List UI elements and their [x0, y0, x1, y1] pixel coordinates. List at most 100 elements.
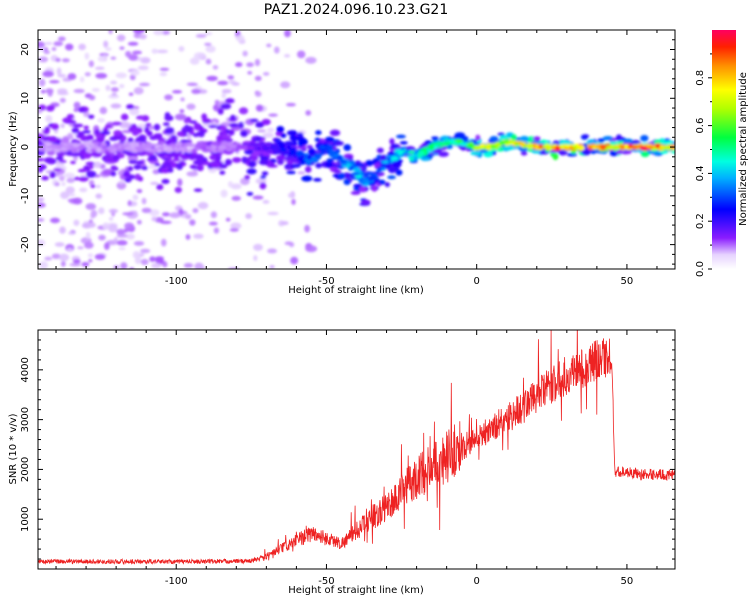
spectral-band-blob	[71, 127, 80, 134]
spectral-band-blob	[156, 184, 164, 191]
spectral-core-blob	[165, 148, 173, 153]
spectral-noise-blob	[94, 253, 106, 260]
spectral-noise-blob	[284, 241, 293, 246]
spectral-band-blob	[166, 151, 176, 158]
spectral-noise-blob	[132, 194, 139, 201]
spectral-band-blob	[153, 123, 161, 131]
spectral-band-blob	[590, 149, 597, 155]
spectrogram-x-ticks: -100 -50 0 50	[55, 30, 658, 287]
spectral-band-blob	[219, 125, 227, 131]
spectral-band-blob	[238, 121, 244, 129]
spectral-band-blob	[276, 125, 285, 133]
spectral-core-blob	[534, 144, 540, 150]
spectral-noise-blob	[88, 60, 94, 68]
spectral-core-blob	[624, 144, 629, 149]
colorbar-gradient	[712, 30, 736, 269]
spectral-core-blob	[113, 142, 118, 147]
spectral-band-blob	[475, 134, 481, 141]
spectral-band-blob	[301, 175, 313, 182]
spectral-core-blob	[504, 138, 509, 144]
spectral-core-blob	[406, 154, 415, 158]
spectral-core-blob	[479, 143, 486, 148]
spectral-band-blob	[602, 135, 614, 141]
spectral-band-blob	[387, 175, 397, 180]
spectral-noise-blob	[164, 94, 173, 101]
spectral-band-blob	[277, 159, 284, 165]
spectral-band-blob	[315, 162, 323, 169]
snr-y-ticks: 1000 2000 3000 4000	[20, 329, 675, 570]
spectral-band-blob	[46, 158, 57, 165]
spectral-band-blob	[395, 169, 403, 176]
spectral-noise-blob	[214, 99, 220, 105]
x-tick-label: -50	[318, 576, 334, 587]
spectral-band-blob	[388, 166, 397, 174]
spectral-band-blob	[623, 138, 633, 144]
snr-panel: -100 -50 0 50 1000 2000 3000 4000 Height of st…	[8, 329, 676, 596]
spectral-core-blob	[381, 167, 386, 171]
spectral-noise-blob	[63, 172, 75, 179]
spectral-band-blob	[207, 124, 218, 128]
spectral-core-blob	[458, 142, 468, 147]
spectral-noise-blob	[122, 212, 134, 216]
spectral-noise-blob	[160, 238, 167, 247]
spectral-noise-blob	[159, 71, 168, 77]
spectral-band-blob	[378, 179, 386, 185]
spectral-band-blob	[181, 126, 189, 134]
spectral-noise-blob	[206, 75, 218, 82]
spectral-noise-blob	[116, 181, 127, 190]
spectral-core-blob	[306, 155, 312, 160]
spectral-noise-blob	[138, 252, 145, 257]
spectral-noise-blob	[97, 56, 106, 62]
colorbar-tick-label: 0.6	[695, 118, 706, 134]
spectral-band-blob	[273, 137, 282, 144]
spectral-band-blob	[110, 165, 118, 170]
spectral-band-blob	[582, 134, 590, 138]
y-tick-label: -20	[20, 236, 31, 252]
spectral-band-blob	[69, 153, 81, 157]
spectral-core-blob	[348, 167, 353, 171]
spectral-band-blob	[359, 185, 367, 193]
spectral-noise-blob	[305, 245, 318, 253]
spectral-noise-blob	[189, 57, 200, 65]
spectral-noise-blob	[59, 97, 66, 103]
spectral-band-blob	[228, 123, 240, 128]
spectral-noise-blob	[38, 109, 43, 114]
spectral-noise-blob	[266, 127, 275, 133]
spectral-core-blob	[417, 150, 425, 156]
spectral-core-blob	[279, 143, 286, 148]
spectral-band-blob	[210, 162, 221, 169]
spectral-noise-blob	[66, 177, 75, 183]
spectral-band-blob	[558, 149, 568, 156]
spectral-band-blob	[111, 155, 120, 161]
spectral-noise-blob	[227, 75, 235, 80]
spectral-band-blob	[224, 98, 235, 104]
spectral-core-blob	[514, 142, 520, 147]
spectral-core-blob	[413, 155, 419, 161]
spectral-core-blob	[267, 148, 274, 154]
spectral-noise-blob	[79, 76, 85, 83]
spectral-noise-blob	[194, 52, 206, 60]
spectral-noise-blob	[217, 80, 229, 86]
spectral-noise-blob	[193, 233, 204, 239]
spectral-noise-blob	[103, 40, 109, 48]
spectrogram-y-label: Frequency (Hz)	[8, 111, 19, 187]
spectral-noise-blob	[139, 82, 150, 87]
spectral-core-blob	[127, 147, 133, 152]
spectral-band-blob	[304, 166, 312, 173]
spectral-core-blob	[399, 147, 406, 151]
spectral-core-blob	[236, 144, 243, 149]
spectral-band-blob	[376, 147, 384, 154]
spectral-noise-blob	[257, 129, 266, 133]
spectral-noise-blob	[38, 56, 49, 63]
spectral-core-blob	[202, 146, 207, 150]
colorbar-tick-label: 0.2	[695, 213, 706, 229]
spectral-noise-blob	[129, 108, 140, 116]
spectral-noise-blob	[88, 94, 96, 101]
spectral-band-blob	[258, 159, 269, 166]
spectral-core-blob	[544, 143, 552, 149]
spectral-noise-blob	[179, 109, 185, 113]
spectral-band-blob	[183, 118, 190, 124]
spectral-core-blob	[319, 145, 326, 149]
spectral-band-blob	[113, 130, 122, 136]
